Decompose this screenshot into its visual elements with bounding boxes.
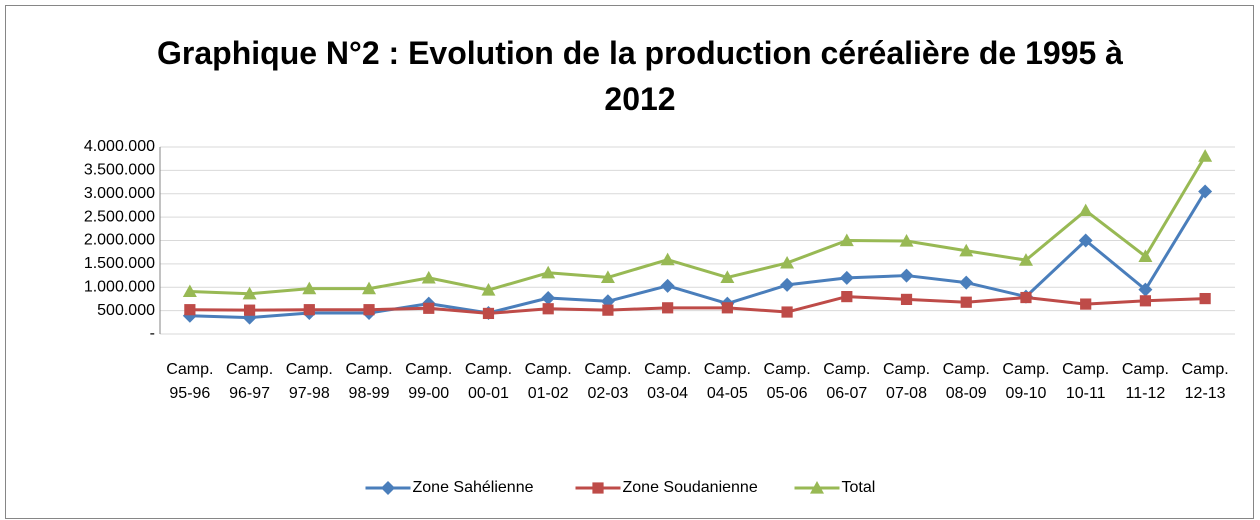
- y-tick-label: 1.000.000: [84, 278, 155, 295]
- data-point: [362, 281, 377, 295]
- data-point: [899, 268, 914, 283]
- x-tick-label: Camp. 95-96: [166, 361, 214, 402]
- x-tick-label: Camp. 01-02: [524, 361, 572, 402]
- y-tick-label: 1.500.000: [84, 255, 155, 272]
- x-tick-label: Camp. 11-12: [1121, 361, 1169, 402]
- data-point: [841, 291, 853, 303]
- data-point: [602, 304, 614, 316]
- data-point: [839, 270, 854, 285]
- y-tick-label: 500.000: [97, 302, 155, 319]
- data-point: [541, 265, 556, 279]
- data-point: [900, 293, 913, 306]
- x-tick-label: Camp. 12-13: [1181, 361, 1229, 402]
- data-point: [720, 270, 735, 284]
- data-point: [303, 304, 315, 316]
- data-point: [780, 255, 795, 269]
- x-tick-label: Camp. 08-09: [942, 361, 990, 402]
- data-point: [242, 286, 257, 300]
- x-tick-label: Camp. 97-98: [285, 361, 333, 402]
- data-point: [781, 306, 793, 318]
- data-point: [1020, 291, 1032, 304]
- legend-marker: [592, 482, 604, 494]
- chart-title: Graphique N°2 : Evolution de la producti…: [157, 35, 1123, 117]
- data-point: [243, 304, 256, 316]
- data-point: [481, 283, 496, 296]
- x-tick-label: Camp. 02-03: [584, 361, 632, 402]
- legend-label: Zone Soudanienne: [623, 479, 758, 496]
- series-line: [189, 190, 1207, 320]
- x-tick-label: Camp. 04-05: [703, 361, 751, 402]
- data-point: [662, 302, 674, 314]
- data-point: [1138, 282, 1153, 297]
- x-tick-label: Camp. 07-08: [882, 361, 931, 402]
- data-point: [1199, 292, 1211, 305]
- data-point: [721, 302, 733, 314]
- chart-border: [5, 5, 1254, 519]
- data-point: [1139, 295, 1152, 307]
- data-point: [482, 307, 495, 320]
- data-point: [302, 281, 317, 295]
- x-tick-label: Camp. 09-10: [1002, 361, 1050, 402]
- y-tick-label: 3.500.000: [84, 162, 155, 179]
- data-point: [959, 275, 974, 290]
- data-point: [1080, 298, 1092, 310]
- data-point: [1078, 203, 1093, 217]
- legend-marker: [810, 481, 824, 494]
- data-point: [899, 233, 914, 247]
- x-tick-label: Camp. 06-07: [823, 361, 871, 402]
- data-point: [960, 296, 972, 308]
- x-tick-label: Camp. 05-06: [763, 361, 811, 402]
- legend-label: Zone Sahélienne: [413, 479, 534, 496]
- legend-label: Total: [842, 479, 876, 496]
- x-tick-label: Camp. 96-97: [226, 361, 274, 402]
- legend-marker: [381, 481, 395, 495]
- data-point: [839, 233, 854, 247]
- data-point: [184, 304, 196, 316]
- y-tick-label: -: [150, 325, 155, 342]
- data-point: [660, 252, 675, 266]
- data-point: [1078, 233, 1093, 248]
- x-tick-label: Camp. 00-01: [464, 361, 513, 402]
- data-point: [423, 302, 435, 314]
- x-tick-label: Camp. 98-99: [345, 361, 393, 402]
- y-tick-label: 3.000.000: [84, 185, 155, 202]
- data-point: [1138, 249, 1153, 262]
- series-line: [189, 155, 1207, 296]
- x-tick-label: Camp. 10-11: [1062, 361, 1110, 402]
- x-tick-label: Camp. 99-00: [405, 361, 453, 402]
- data-point: [660, 278, 675, 293]
- data-point: [1198, 184, 1213, 199]
- y-tick-label: 4.000.000: [84, 138, 155, 155]
- data-point: [1198, 149, 1213, 162]
- data-point: [780, 277, 795, 292]
- data-point: [421, 270, 436, 284]
- data-point: [542, 303, 554, 315]
- y-tick-label: 2.500.000: [84, 208, 155, 225]
- data-point: [600, 270, 615, 284]
- y-tick-label: 2.000.000: [84, 232, 155, 249]
- data-point: [363, 304, 375, 316]
- data-point: [1018, 253, 1033, 266]
- series-line: [189, 295, 1206, 315]
- data-point: [959, 243, 974, 257]
- x-tick-label: Camp. 03-04: [644, 361, 692, 402]
- data-point: [541, 291, 556, 306]
- data-point: [182, 284, 197, 298]
